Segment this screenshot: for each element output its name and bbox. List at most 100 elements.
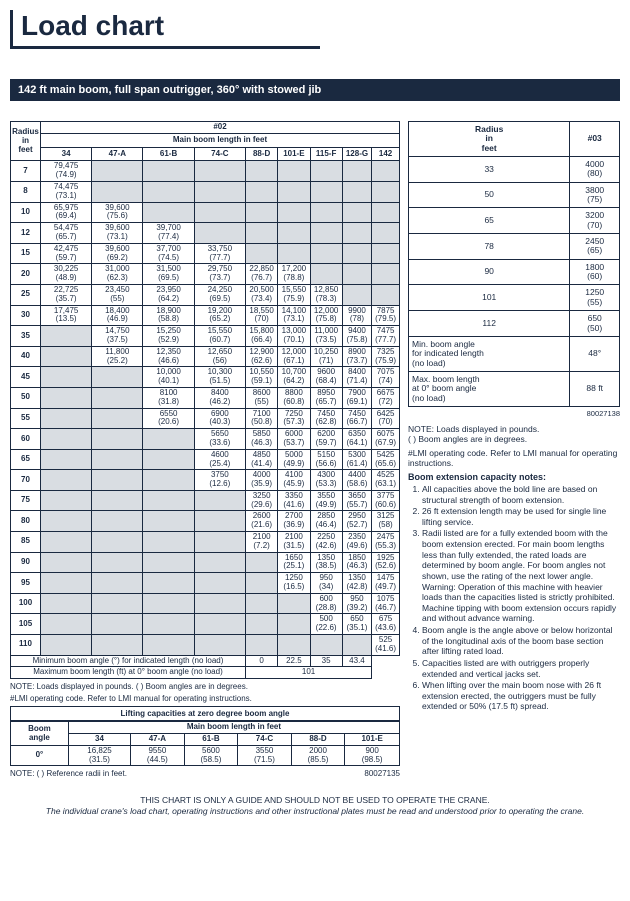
load-cell: 7900 (69.1) [342, 387, 371, 408]
load-cell: 10,250 (71) [310, 346, 342, 367]
load-cell: 1075 (46.7) [372, 593, 400, 614]
radius-cell: 15 [11, 243, 41, 264]
load-cell: 4600 (25.4) [194, 449, 245, 470]
r-note1: NOTE: Loads displayed in pounds. ( ) Boo… [408, 424, 620, 444]
load-cell: 8400 (71.4) [342, 367, 371, 388]
blank-cell [143, 573, 194, 594]
load-cell: 2700 (36.9) [278, 511, 310, 532]
blank-cell [310, 635, 342, 656]
load-cell: 950 (34) [310, 573, 342, 594]
blank-cell [41, 635, 92, 656]
radius-cell: 110 [11, 635, 41, 656]
blank-cell [194, 614, 245, 635]
blank-cell [342, 284, 371, 305]
blank-cell [41, 490, 92, 511]
load-cell: 7075 (74) [372, 367, 400, 388]
load-table-02: Radius in feet#02Main boom length in fee… [10, 121, 400, 679]
load-table-03: Radius in feet #03 334000 (80)503800 (75… [408, 121, 620, 407]
radius-cell: 65 [11, 449, 41, 470]
load-cell: 5650 (33.6) [194, 429, 245, 450]
load-cell: 12,000 (67.1) [278, 346, 310, 367]
blank-cell [246, 552, 278, 573]
load-cell: 14,100 (73.1) [278, 305, 310, 326]
note-loads: NOTE: Loads displayed in pounds. ( ) Boo… [10, 682, 400, 691]
load-cell: 37,700 (74.5) [143, 243, 194, 264]
load-cell: 650 (35.1) [342, 614, 371, 635]
blank-cell [143, 552, 194, 573]
blank-cell [41, 552, 92, 573]
load-cell: 3650 (55.7) [342, 490, 371, 511]
load-cell: 8600 (55) [246, 387, 278, 408]
radius-cell: 7 [11, 161, 41, 182]
blank-cell [342, 181, 371, 202]
load-cell: 3250 (29.6) [246, 490, 278, 511]
load-cell: 6350 (64.1) [342, 429, 371, 450]
load-cell: 2350 (49.6) [342, 532, 371, 553]
radius-cell: 40 [11, 346, 41, 367]
load-cell: 4000 (35.9) [246, 470, 278, 491]
load-cell: 5850 (46.3) [246, 429, 278, 450]
title-block: Load chart [10, 10, 320, 49]
blank-cell [143, 532, 194, 553]
load-cell: 10,550 (59.1) [246, 367, 278, 388]
blank-cell [372, 181, 400, 202]
load-cell: 10,000 (40.1) [143, 367, 194, 388]
load-cell: 39,600 (69.2) [92, 243, 143, 264]
radius-cell: 25 [11, 284, 41, 305]
blank-cell [92, 429, 143, 450]
load-cell: 8800 (60.8) [278, 387, 310, 408]
blank-cell [278, 161, 310, 182]
radius-cell: 30 [11, 305, 41, 326]
radius-cell: 35 [11, 326, 41, 347]
load-cell: 17,200 (78.8) [278, 264, 310, 285]
blank-cell [92, 470, 143, 491]
blank-cell [246, 243, 278, 264]
page-title: Load chart [21, 10, 320, 42]
load-cell: 7250 (57.3) [278, 408, 310, 429]
load-cell: 65,975 (69.4) [41, 202, 92, 223]
blank-cell [194, 511, 245, 532]
blank-cell [41, 429, 92, 450]
load-cell: 15,250 (52.9) [143, 326, 194, 347]
blank-cell [41, 326, 92, 347]
load-cell: 1350 (42.8) [342, 573, 371, 594]
blank-cell [143, 635, 194, 656]
load-cell: 8100 (31.8) [143, 387, 194, 408]
radius-cell: 50 [11, 387, 41, 408]
blank-cell [92, 511, 143, 532]
blank-cell [278, 223, 310, 244]
load-cell: 950 (39.2) [342, 593, 371, 614]
load-cell: 6200 (59.7) [310, 429, 342, 450]
blank-cell [41, 573, 92, 594]
blank-cell [41, 408, 92, 429]
load-cell: 4400 (58.6) [342, 470, 371, 491]
boom-ext-note-item: Capacities listed are with outriggers pr… [422, 658, 620, 679]
blank-cell [194, 552, 245, 573]
load-cell: 39,700 (77.4) [143, 223, 194, 244]
load-cell: 31,000 (62.3) [92, 264, 143, 285]
blank-cell [143, 614, 194, 635]
load-cell: 17,475 (13.5) [41, 305, 92, 326]
load-cell: 12,850 (78.3) [310, 284, 342, 305]
load-cell: 18,400 (46.9) [92, 305, 143, 326]
radius-cell: 85 [11, 532, 41, 553]
load-cell: 23,950 (64.2) [143, 284, 194, 305]
load-cell: 1850 (46.3) [342, 552, 371, 573]
load-cell: 12,650 (56) [194, 346, 245, 367]
load-cell: 1475 (49.7) [372, 573, 400, 594]
blank-cell [246, 593, 278, 614]
load-cell: 5300 (61.4) [342, 449, 371, 470]
radius-cell: 60 [11, 429, 41, 450]
blank-cell [194, 532, 245, 553]
boom-ext-notes-title: Boom extension capacity notes: [408, 472, 620, 482]
load-cell: 39,600 (75.6) [92, 202, 143, 223]
load-cell: 1925 (52.6) [372, 552, 400, 573]
load-cell: 1250 (16.5) [278, 573, 310, 594]
load-cell: 3550 (49.9) [310, 490, 342, 511]
load-cell: 600 (28.8) [310, 593, 342, 614]
load-cell: 12,350 (46.6) [143, 346, 194, 367]
blank-cell [342, 243, 371, 264]
boom-ext-note-item: All capacities above the bold line are b… [422, 484, 620, 505]
blank-cell [92, 490, 143, 511]
load-cell: 15,550 (75.9) [278, 284, 310, 305]
